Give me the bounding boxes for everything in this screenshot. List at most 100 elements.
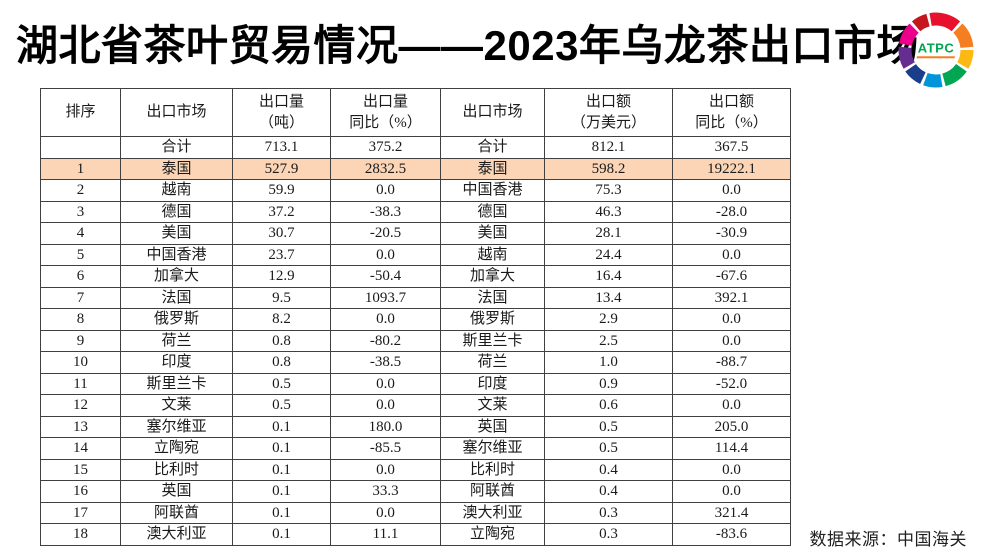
table-cell: 0.0: [672, 308, 791, 331]
table-cell: 塞尔维亚: [120, 415, 233, 438]
table-cell: 印度: [120, 351, 233, 374]
table-cell: 598.2: [544, 157, 673, 180]
table-cell: 0.0: [330, 372, 441, 395]
table-cell: 合计: [120, 136, 233, 159]
table-cell: 0.9: [544, 372, 673, 395]
atpc-logo: ATPC: [894, 8, 978, 92]
table-cell: -20.5: [330, 222, 441, 245]
table-cell: 0.6: [544, 394, 673, 417]
table-cell: 法国: [120, 286, 233, 309]
table-cell: 比利时: [120, 458, 233, 481]
table-row: 5 中国香港 23.7 0.0 越南 24.4 0.0: [40, 243, 791, 266]
table-cell: 14: [40, 437, 121, 460]
table-row: 3 德国 37.2 -38.3 德国 46.3 -28.0: [40, 200, 791, 223]
table-cell: 114.4: [672, 437, 791, 460]
table-cell: 2832.5: [330, 157, 441, 180]
table-cell: 泰国: [440, 157, 545, 180]
table-cell: -52.0: [672, 372, 791, 395]
table-cell: 37.2: [232, 200, 331, 223]
table-cell: 德国: [440, 200, 545, 223]
table-cell: 1.0: [544, 351, 673, 374]
table-cell: 2: [40, 179, 121, 202]
table-cell: 367.5: [672, 136, 791, 159]
table-cell: 11.1: [330, 523, 441, 546]
export-table: 排序 出口市场 出口量 （吨） 出口量 同比（%） 出口市场 出口额 （万美元） 出口额 同比（%）…: [40, 88, 791, 546]
table-cell: 立陶宛: [440, 523, 545, 546]
table-cell: 越南: [120, 179, 233, 202]
table-row: 15 比利时 0.1 0.0 比利时 0.4 0.0: [40, 458, 791, 481]
table-cell: 0.1: [232, 458, 331, 481]
table-cell: 0.3: [544, 501, 673, 524]
table-cell: 0.8: [232, 351, 331, 374]
table-cell: [40, 136, 121, 159]
table-cell: 0.5: [232, 394, 331, 417]
table-cell: 0.0: [330, 308, 441, 331]
table-cell: 0.1: [232, 480, 331, 503]
table-cell: 16: [40, 480, 121, 503]
table-cell: -67.6: [672, 265, 791, 288]
table-cell: 美国: [120, 222, 233, 245]
table-row: 1 泰国 527.9 2832.5 泰国 598.2 19222.1: [40, 157, 791, 180]
table-cell: 荷兰: [120, 329, 233, 352]
table-cell: 392.1: [672, 286, 791, 309]
table-cell: 0.5: [544, 415, 673, 438]
source-note: 数据来源：中国海关: [809, 530, 967, 549]
table-cell: 荷兰: [440, 351, 545, 374]
table-cell: 7: [40, 286, 121, 309]
column-header: 出口额 同比（%）: [672, 88, 791, 137]
column-header: 出口市场: [440, 88, 545, 137]
table-cell: 0.1: [232, 523, 331, 546]
table-cell: 0.1: [232, 501, 331, 524]
table-cell: 16.4: [544, 265, 673, 288]
table-cell: -50.4: [330, 265, 441, 288]
table-cell: -85.5: [330, 437, 441, 460]
table-cell: 17: [40, 501, 121, 524]
table-cell: 1: [40, 157, 121, 180]
table-cell: 321.4: [672, 501, 791, 524]
table-cell: 812.1: [544, 136, 673, 159]
table-cell: 59.9: [232, 179, 331, 202]
table-row: 6 加拿大 12.9 -50.4 加拿大 16.4 -67.6: [40, 265, 791, 288]
table-cell: -83.6: [672, 523, 791, 546]
table-cell: 12: [40, 394, 121, 417]
table-cell: 印度: [440, 372, 545, 395]
table-cell: 英国: [440, 415, 545, 438]
table-cell: 斯里兰卡: [120, 372, 233, 395]
table-row: 合计 713.1 375.2 合计 812.1 367.5: [40, 136, 791, 159]
table-cell: 合计: [440, 136, 545, 159]
page-title: 湖北省茶叶贸易情况——2023年乌龙茶出口市场: [16, 22, 919, 69]
table-row: 8 俄罗斯 8.2 0.0 俄罗斯 2.9 0.0: [40, 308, 791, 331]
logo-swirl-icon: [894, 8, 978, 92]
table-cell: 12.9: [232, 265, 331, 288]
table-cell: 11: [40, 372, 121, 395]
table-row: 11 斯里兰卡 0.5 0.0 印度 0.9 -52.0: [40, 372, 791, 395]
table-row: 9 荷兰 0.8 -80.2 斯里兰卡 2.5 0.0: [40, 329, 791, 352]
table-cell: 713.1: [232, 136, 331, 159]
table-cell: 0.0: [330, 394, 441, 417]
table-cell: 205.0: [672, 415, 791, 438]
table-cell: 0.4: [544, 458, 673, 481]
table-cell: 0.0: [672, 480, 791, 503]
table-row: 12 文莱 0.5 0.0 文莱 0.6 0.0: [40, 394, 791, 417]
logo-text: ATPC: [916, 40, 956, 59]
table-cell: -88.7: [672, 351, 791, 374]
table-cell: 8.2: [232, 308, 331, 331]
table-row: 10 印度 0.8 -38.5 荷兰 1.0 -88.7: [40, 351, 791, 374]
table-cell: 俄罗斯: [440, 308, 545, 331]
table-cell: 18: [40, 523, 121, 546]
table-cell: 75.3: [544, 179, 673, 202]
table-cell: 24.4: [544, 243, 673, 266]
table-cell: -28.0: [672, 200, 791, 223]
table-cell: 美国: [440, 222, 545, 245]
table-cell: 0.5: [232, 372, 331, 395]
table-cell: 19222.1: [672, 157, 791, 180]
table-cell: 立陶宛: [120, 437, 233, 460]
table-row: 2 越南 59.9 0.0 中国香港 75.3 0.0: [40, 179, 791, 202]
table-cell: -30.9: [672, 222, 791, 245]
table-cell: 180.0: [330, 415, 441, 438]
table-cell: 中国香港: [440, 179, 545, 202]
table-cell: 0.3: [544, 523, 673, 546]
table-cell: 文莱: [120, 394, 233, 417]
table-cell: 6: [40, 265, 121, 288]
column-header: 出口量 （吨）: [232, 88, 331, 137]
